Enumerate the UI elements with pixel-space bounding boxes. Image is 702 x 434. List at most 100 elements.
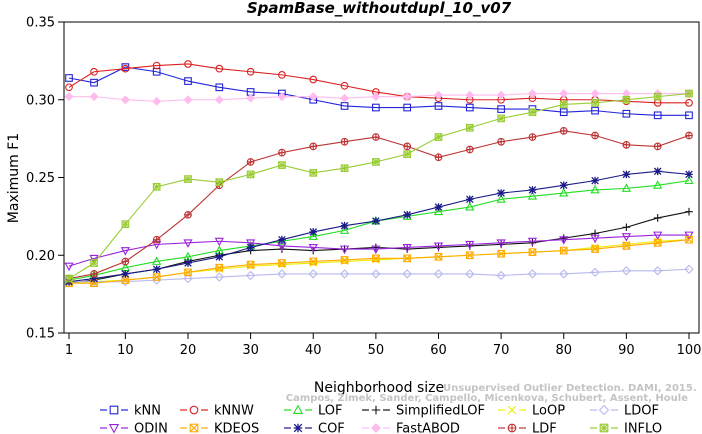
- data-point: [245, 239, 256, 248]
- legend-item-kdeos: KDEOS: [180, 422, 259, 434]
- data-point: [497, 137, 505, 146]
- series-kdeos: [65, 235, 693, 288]
- data-point: [497, 249, 505, 258]
- data-point: [278, 161, 286, 169]
- x-tick-label: 1: [65, 343, 73, 358]
- data-point: [622, 140, 631, 149]
- data-point: [653, 266, 663, 276]
- data-point: [497, 105, 505, 113]
- data-point: [339, 269, 350, 279]
- data-point: [559, 108, 568, 117]
- data-point: [434, 203, 443, 211]
- data-point: [402, 269, 412, 279]
- data-point: [653, 231, 663, 241]
- data-point: [151, 275, 162, 285]
- data-point: [340, 81, 349, 90]
- legend-item-knnw: kNNW: [180, 404, 254, 419]
- data-point: [621, 183, 631, 192]
- data-point: [527, 89, 537, 98]
- y-tick-label: 0.25: [26, 171, 55, 186]
- data-point: [622, 109, 631, 118]
- data-point: [684, 175, 694, 185]
- data-point: [372, 254, 380, 263]
- data-point: [528, 133, 537, 141]
- data-point: [184, 175, 192, 183]
- data-point: [90, 270, 98, 278]
- series-line: [68, 180, 690, 281]
- data-point: [308, 231, 318, 241]
- legend-label: LDF: [532, 422, 557, 434]
- data-point: [433, 206, 444, 216]
- data-point: [497, 189, 505, 197]
- data-point: [214, 237, 224, 247]
- data-point: [496, 90, 506, 100]
- data-point: [591, 99, 599, 107]
- data-point: [434, 153, 443, 162]
- legend-label: LDOF: [624, 404, 659, 419]
- data-point: [527, 191, 538, 200]
- data-point: [246, 243, 255, 252]
- series-cof: [65, 167, 693, 286]
- series-group: [64, 60, 694, 288]
- y-tick-label: 0.35: [26, 16, 55, 31]
- legend-label: ODIN: [134, 422, 168, 434]
- series-line: [68, 92, 690, 280]
- data-point: [152, 182, 161, 191]
- data-point: [183, 239, 193, 248]
- data-point: [246, 170, 255, 179]
- data-point: [339, 225, 350, 234]
- data-point: [278, 71, 286, 79]
- data-point: [685, 207, 693, 216]
- data-point: [559, 187, 569, 197]
- data-point: [65, 74, 73, 82]
- data-point: [278, 148, 286, 157]
- data-point: [340, 102, 349, 110]
- data-point: [340, 164, 349, 173]
- data-point: [465, 201, 475, 211]
- data-point: [590, 184, 600, 194]
- data-point: [465, 251, 474, 260]
- data-point: [653, 142, 662, 151]
- data-point: [340, 221, 349, 230]
- data-point: [278, 235, 286, 244]
- legend-item-simplifiedlof: SimplifiedLOF: [362, 404, 485, 419]
- data-point: [466, 195, 474, 204]
- data-point: [622, 242, 631, 250]
- data-point: [152, 265, 161, 274]
- legend-item-fastabod: FastABOD: [362, 422, 460, 434]
- data-point: [120, 247, 130, 256]
- data-point: [527, 269, 538, 279]
- y-tick-label: 0.20: [26, 249, 55, 264]
- data-point: [496, 194, 506, 203]
- data-point: [152, 96, 162, 106]
- data-point: [339, 245, 350, 255]
- data-point: [214, 95, 224, 105]
- x-tick-label: 80: [555, 343, 572, 358]
- y-tick-label: 0.15: [26, 327, 55, 342]
- data-point: [90, 78, 98, 87]
- data-point: [371, 92, 381, 102]
- chart-title: SpamBase_withoutdupl_10_v07: [247, 0, 512, 17]
- data-point: [184, 60, 192, 68]
- x-tick-label: 40: [305, 343, 322, 358]
- data-point: [622, 223, 631, 232]
- data-point: [120, 95, 130, 105]
- data-point: [64, 92, 74, 102]
- data-point: [433, 269, 444, 279]
- x-tick-label: 60: [430, 343, 447, 358]
- data-point: [434, 252, 443, 261]
- legend-item-inflo: INFLO: [590, 422, 662, 434]
- series-odin: [64, 231, 694, 272]
- data-point: [246, 260, 255, 269]
- data-point: [309, 142, 318, 151]
- x-tick-label: 70: [493, 343, 510, 358]
- data-point: [621, 266, 632, 276]
- data-point: [152, 256, 162, 265]
- data-point: [653, 167, 662, 176]
- data-point: [590, 89, 600, 98]
- data-point: [653, 92, 662, 101]
- legend-label: LOF: [318, 404, 343, 419]
- data-point: [183, 273, 193, 284]
- legend-item-ldof: LDOF: [590, 404, 659, 419]
